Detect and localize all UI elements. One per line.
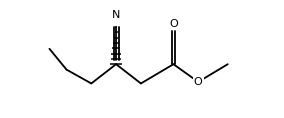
Text: O: O — [194, 77, 202, 87]
Text: N: N — [112, 10, 120, 20]
Text: O: O — [169, 19, 178, 29]
